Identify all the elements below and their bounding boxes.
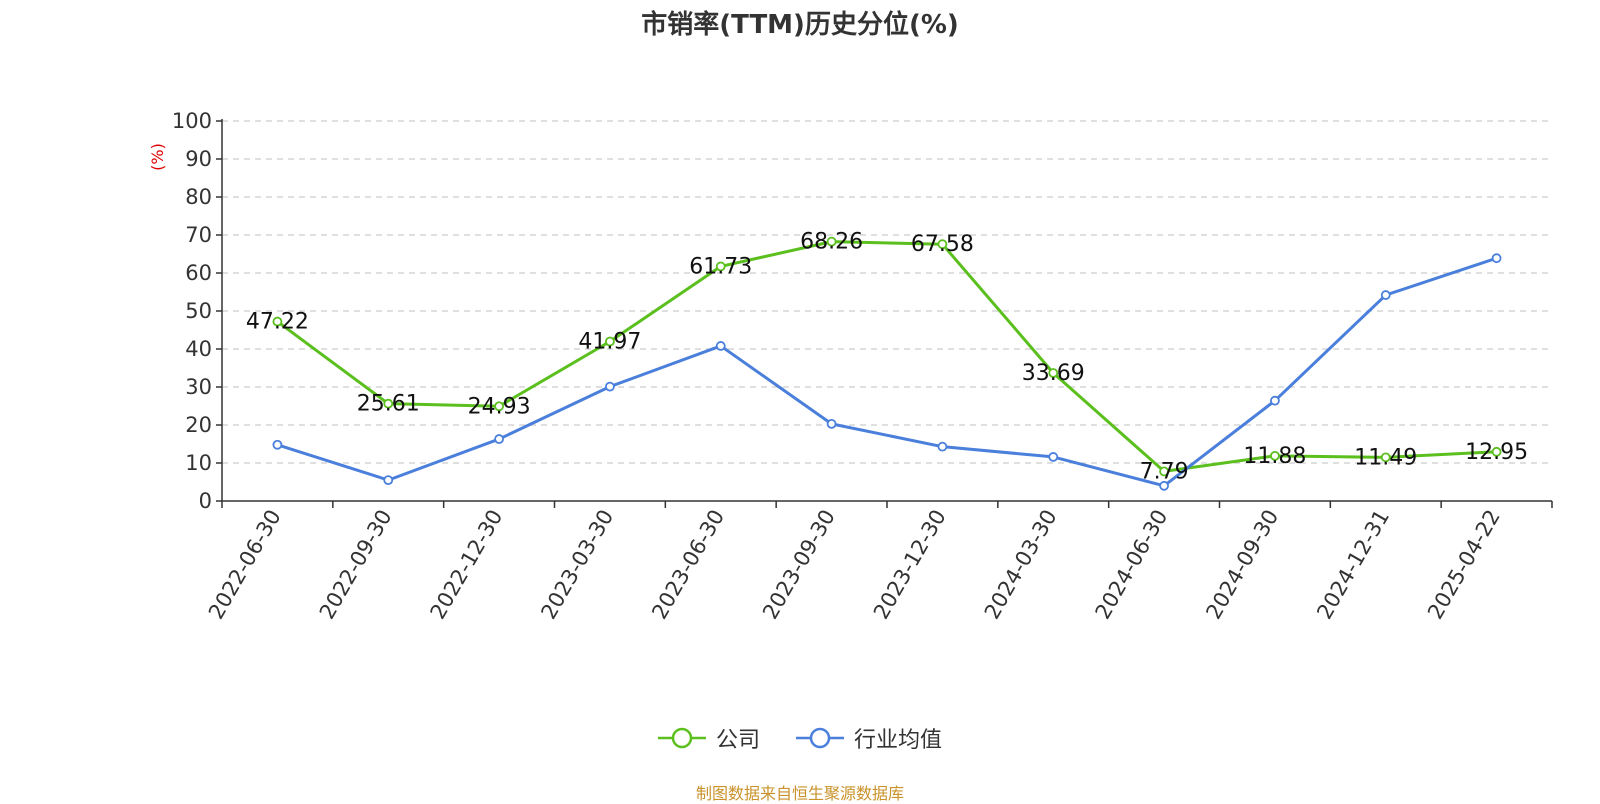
- data-label: 33.69: [1022, 361, 1085, 386]
- y-tick-label: 10: [185, 451, 212, 475]
- x-tick-label: 2024-03-30: [980, 506, 1062, 624]
- x-tick-label: 2023-03-30: [536, 506, 618, 624]
- data-label: 24.93: [468, 394, 531, 419]
- data-label: 11.49: [1354, 445, 1417, 470]
- data-label: 7.79: [1140, 459, 1189, 484]
- y-tick-label: 0: [199, 489, 212, 513]
- legend-item-1[interactable]: 行业均值: [796, 722, 942, 754]
- data-point: [605, 381, 615, 392]
- data-point: [1159, 480, 1169, 491]
- data-point: [1270, 450, 1280, 461]
- data-point: [937, 239, 948, 250]
- data-label: 61.73: [689, 254, 752, 279]
- x-tick-label: 2022-06-30: [204, 506, 286, 624]
- data-point: [1380, 290, 1391, 300]
- data-point: [1048, 368, 1059, 378]
- data-label: 47.22: [246, 310, 309, 335]
- y-axis-label: (%): [148, 143, 167, 171]
- x-tick-label: 2023-06-30: [647, 506, 729, 624]
- y-tick-label: 100: [172, 109, 212, 133]
- data-label: 41.97: [578, 330, 641, 355]
- x-tick-label: 2022-09-30: [315, 506, 397, 624]
- data-point: [272, 439, 283, 450]
- data-label: 11.88: [1243, 444, 1306, 469]
- data-point: [1380, 452, 1391, 463]
- data-point: [1491, 446, 1502, 457]
- grid-lines: [222, 120, 1552, 464]
- legend: 公司 行业均值: [0, 722, 1600, 754]
- data-point: [715, 341, 726, 351]
- legend-item-0[interactable]: 公司: [657, 722, 760, 754]
- data-point: [1048, 452, 1059, 462]
- data-label: 68.26: [800, 230, 863, 255]
- y-tick-label: 50: [185, 299, 212, 323]
- y-tick-label: 30: [185, 375, 212, 399]
- data-point: [272, 316, 283, 327]
- source-note: 制图数据来自恒生聚源数据库: [695, 784, 904, 803]
- y-tick-label: 80: [185, 185, 212, 209]
- data-point: [1491, 253, 1502, 264]
- legend-label: 公司: [715, 728, 760, 753]
- data-point: [1270, 395, 1280, 406]
- legend-marker-icon: [657, 727, 706, 749]
- x-tick-label: 2024-06-30: [1091, 506, 1173, 624]
- x-tick-label: 2023-12-30: [869, 506, 951, 624]
- y-tick-label: 60: [185, 261, 212, 285]
- series-line-1: [276, 256, 1498, 488]
- data-point: [383, 398, 394, 409]
- x-tick-label: 2025-04-22: [1423, 506, 1505, 624]
- x-tick-label: 2024-09-30: [1201, 506, 1283, 624]
- legend-marker-icon: [796, 727, 844, 749]
- data-point: [494, 401, 504, 412]
- data-point: [826, 236, 837, 247]
- data-label: 12.95: [1465, 440, 1528, 465]
- axes: 0 10 20 30 40 50 60 70 80 90 100 (%) 2022-06-30 2022-…: [148, 109, 1553, 624]
- y-tick-label: 20: [185, 413, 212, 437]
- data-label: 67.58: [911, 232, 974, 257]
- series-lines: [272, 236, 1502, 491]
- data-point: [937, 441, 948, 452]
- legend-label: 行业均值: [854, 728, 943, 753]
- data-point: [1159, 466, 1169, 477]
- y-tick-label: 70: [185, 223, 212, 247]
- data-label: 25.61: [357, 392, 420, 417]
- x-tick-label: 2023-09-30: [758, 506, 840, 624]
- data-point: [715, 261, 726, 272]
- data-point: [605, 336, 615, 347]
- chart-title: 市销率(TTM)历史分位(%): [641, 10, 959, 40]
- x-tick-label: 2022-12-30: [426, 506, 508, 624]
- data-point: [383, 475, 394, 486]
- data-point: [494, 434, 504, 444]
- y-tick-label: 90: [185, 147, 212, 171]
- data-labels: 47.22 25.61 24.93 41.97 61.73 68.26 67.58 33.69…: [246, 230, 1528, 485]
- x-tick-label: 2024-12-31: [1312, 506, 1394, 624]
- y-tick-label: 40: [185, 337, 212, 361]
- series-line-0: [276, 240, 1497, 473]
- data-point: [826, 418, 837, 429]
